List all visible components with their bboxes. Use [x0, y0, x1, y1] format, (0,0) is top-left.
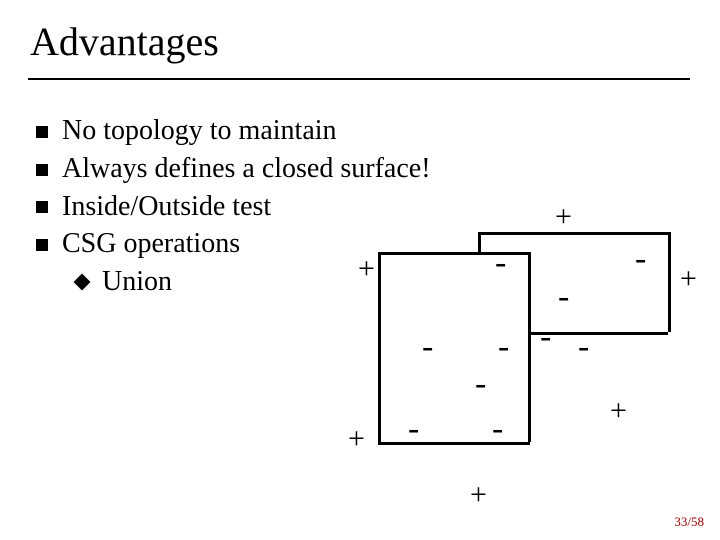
minus-symbol: - — [578, 330, 589, 364]
union-diagram: ++++++---------- — [360, 232, 700, 522]
shape-edge — [478, 232, 481, 252]
shape-edge — [528, 252, 531, 332]
minus-symbol: - — [422, 330, 433, 364]
shape-edge — [378, 252, 381, 442]
minus-symbol: - — [495, 246, 506, 280]
shape-edge — [668, 232, 671, 332]
minus-symbol: - — [492, 412, 503, 446]
plus-symbol: + — [555, 202, 572, 232]
minus-symbol: - — [558, 280, 569, 314]
sub-bullet-text: Union — [102, 263, 172, 301]
plus-symbol: + — [358, 254, 375, 284]
shape-edge — [378, 442, 530, 445]
title-rule — [28, 78, 690, 80]
plus-symbol: + — [610, 396, 627, 426]
shape-edge — [478, 232, 668, 235]
bullet-icon — [36, 126, 48, 138]
plus-symbol: + — [348, 424, 365, 454]
sub-bullet-icon — [74, 274, 91, 291]
page-number: 33/58 — [674, 514, 704, 530]
slide: Advantages No topology to maintain Alway… — [0, 0, 720, 540]
bullet-text: Always defines a closed surface! — [62, 150, 431, 188]
plus-symbol: + — [680, 264, 697, 294]
bullet-icon — [36, 239, 48, 251]
minus-symbol: - — [540, 320, 551, 354]
minus-symbol: - — [635, 242, 646, 276]
bullet-item: Inside/Outside test — [36, 188, 431, 226]
bullet-icon — [36, 164, 48, 176]
bullet-item: No topology to maintain — [36, 112, 431, 150]
bullet-text: Inside/Outside test — [62, 188, 271, 226]
bullet-text: No topology to maintain — [62, 112, 337, 150]
bullet-icon — [36, 201, 48, 213]
plus-symbol: + — [470, 480, 487, 510]
minus-symbol: - — [475, 367, 486, 401]
bullet-text: CSG operations — [62, 225, 240, 263]
minus-symbol: - — [408, 412, 419, 446]
bullet-item: Always defines a closed surface! — [36, 150, 431, 188]
shape-edge — [528, 332, 531, 442]
slide-title: Advantages — [30, 18, 219, 65]
minus-symbol: - — [498, 330, 509, 364]
